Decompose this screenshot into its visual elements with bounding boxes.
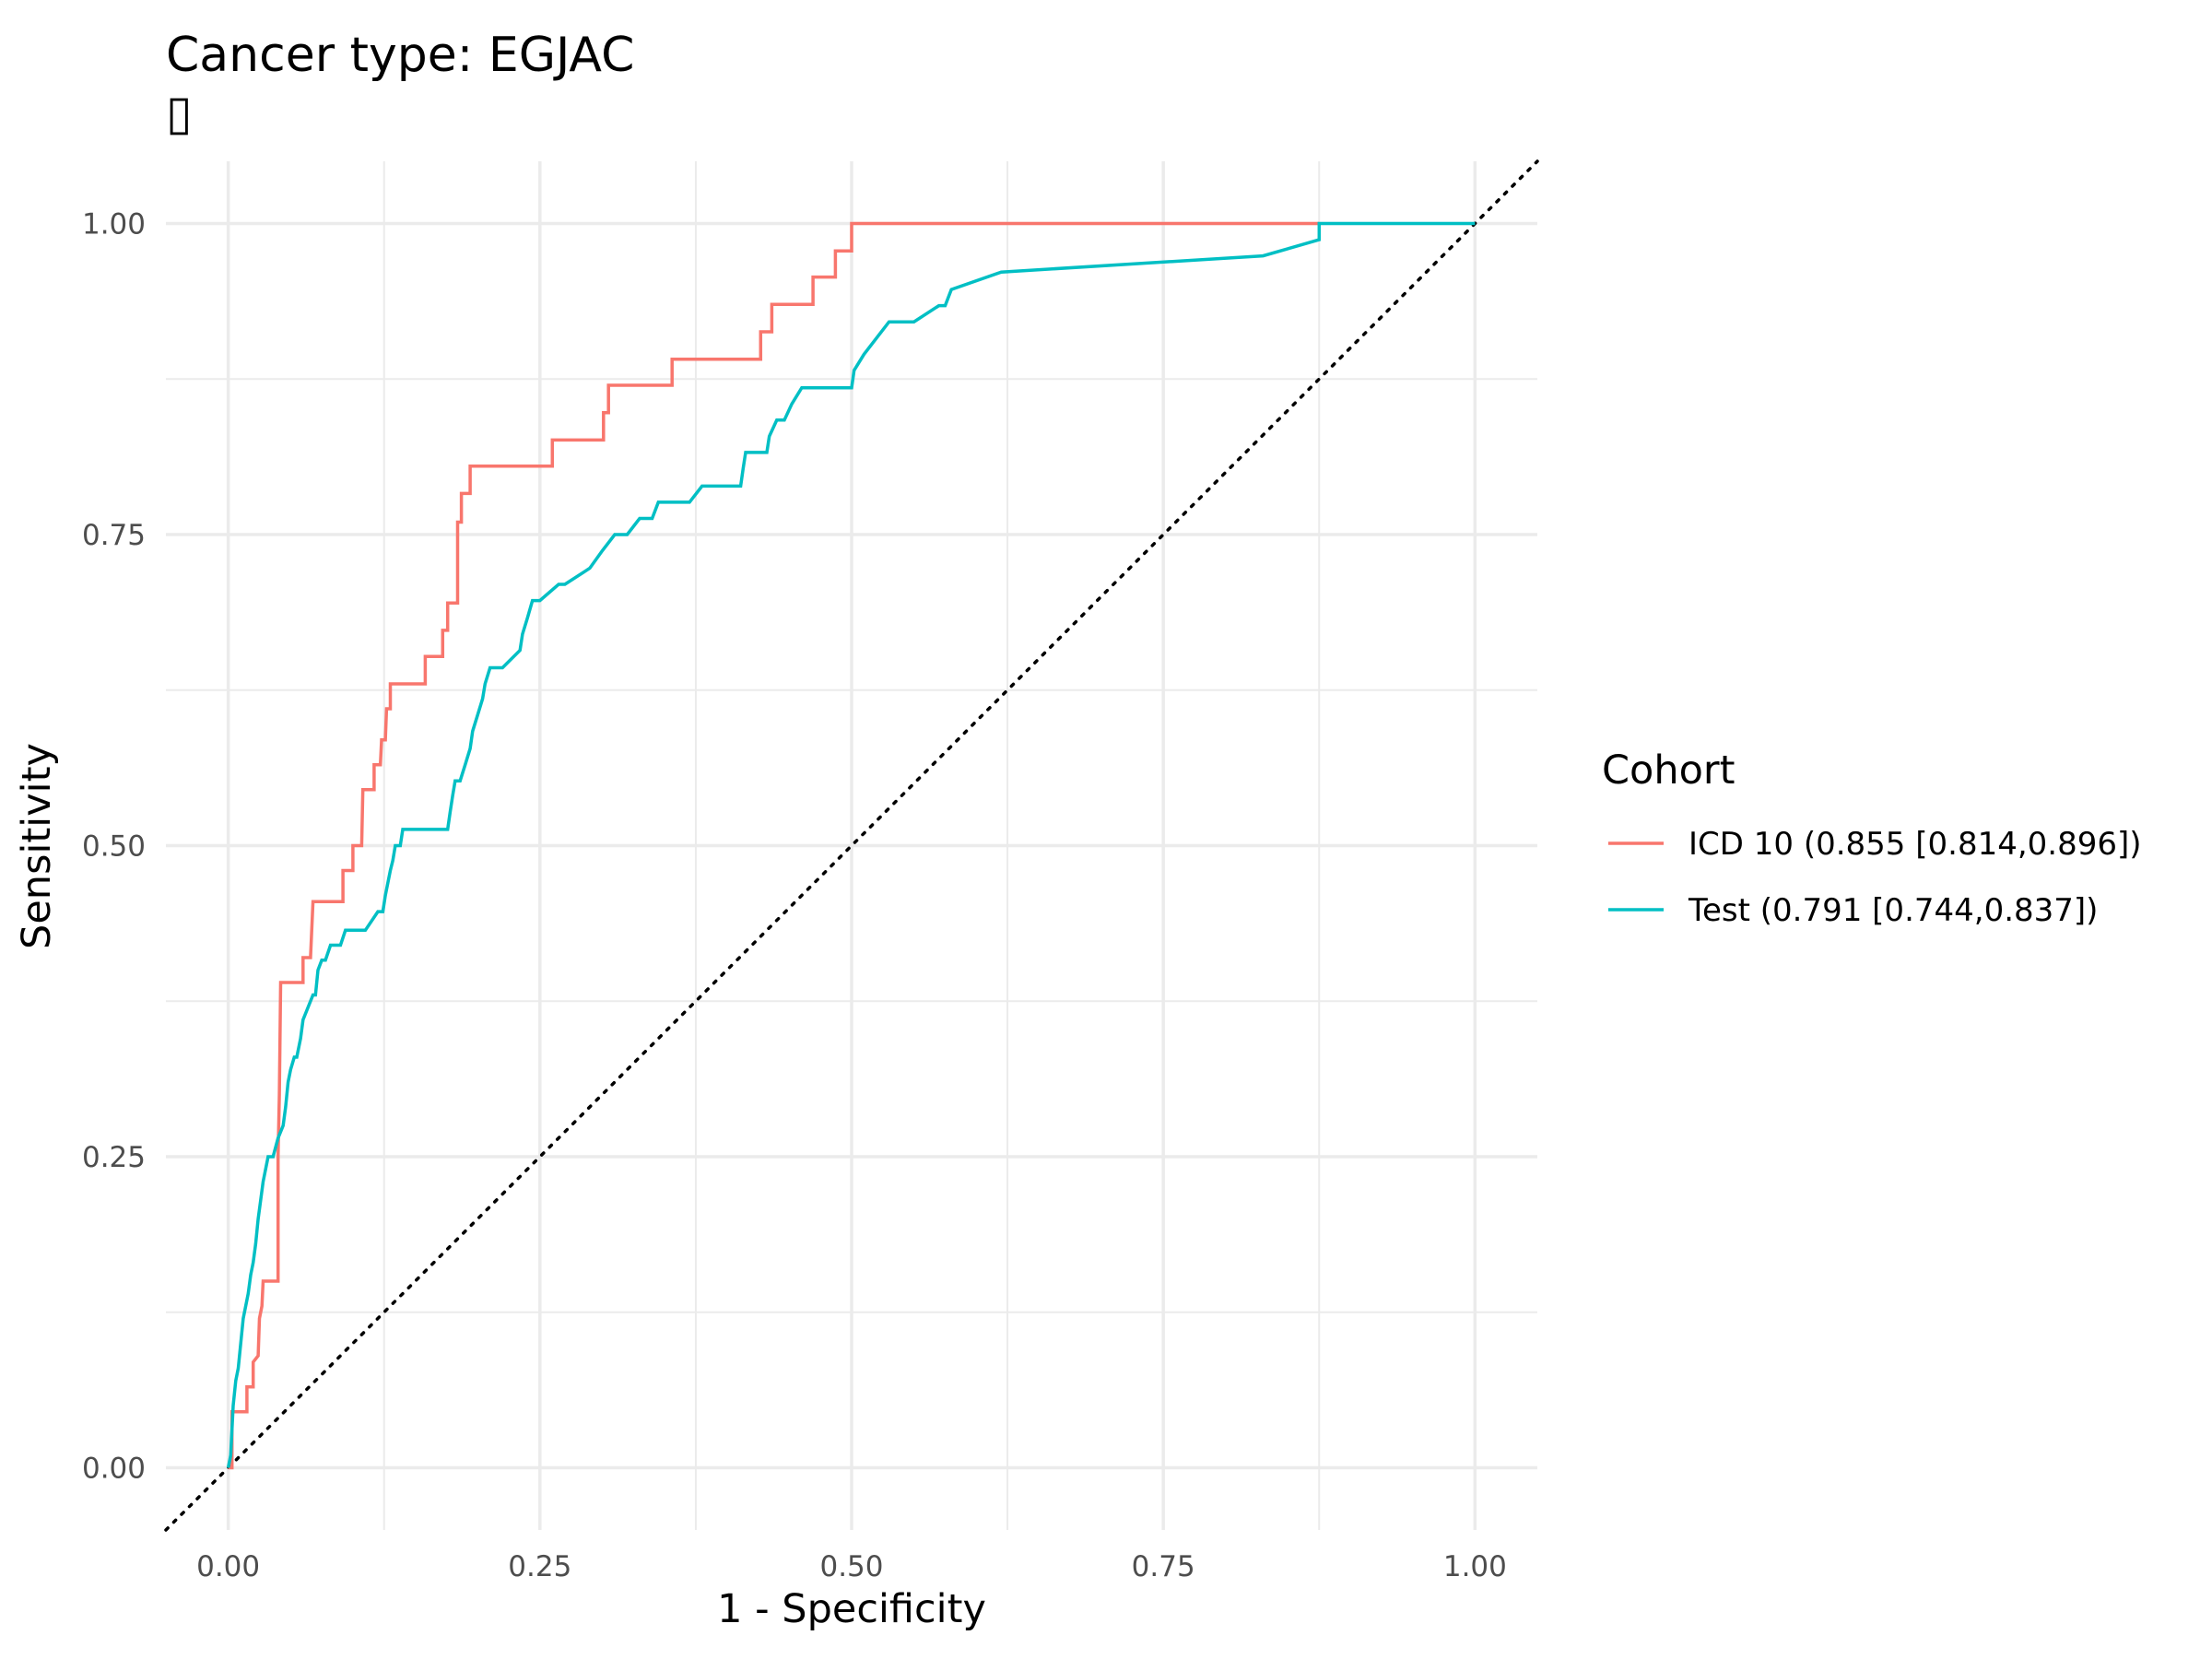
y-axis-ticks: 0.00 0.25 0.50 0.75 1.00 xyxy=(82,208,146,1486)
y-tick-label: 0.00 xyxy=(82,1453,146,1486)
x-tick-label: 0.75 xyxy=(1132,1550,1195,1583)
series-lines xyxy=(226,221,1476,1470)
y-tick-label: 0.50 xyxy=(82,830,146,864)
y-tick-label: 0.75 xyxy=(82,519,146,552)
legend-label-2: Test (0.791 [0.744,0.837]) xyxy=(1688,892,2098,929)
chart-subtitle: ▯ xyxy=(166,86,193,141)
x-axis-ticks: 0.00 0.25 0.50 0.75 1.00 xyxy=(196,1550,1507,1583)
x-axis-title: 1 - Specificity xyxy=(717,1586,986,1632)
series-line-1 xyxy=(228,221,1320,1470)
x-tick-label: 0.50 xyxy=(819,1550,883,1583)
diagonal-reference-line xyxy=(164,159,1539,1532)
legend: Cohort ICD 10 (0.855 [0.814,0.896]) Test … xyxy=(1602,747,2142,929)
x-tick-label: 0.00 xyxy=(196,1550,260,1583)
chart-title: Cancer type: EGJAC xyxy=(166,28,634,83)
x-tick-label: 0.25 xyxy=(508,1550,571,1583)
y-axis-title: Sensitivity xyxy=(14,743,60,949)
series-line-2 xyxy=(226,221,1476,1468)
y-tick-label: 1.00 xyxy=(82,208,146,241)
reference-diagonal xyxy=(164,159,1539,1532)
legend-label-1: ICD 10 (0.855 [0.814,0.896]) xyxy=(1688,826,2142,863)
x-tick-label: 1.00 xyxy=(1443,1550,1507,1583)
legend-title: Cohort xyxy=(1602,747,1735,794)
y-tick-label: 0.25 xyxy=(82,1141,146,1174)
